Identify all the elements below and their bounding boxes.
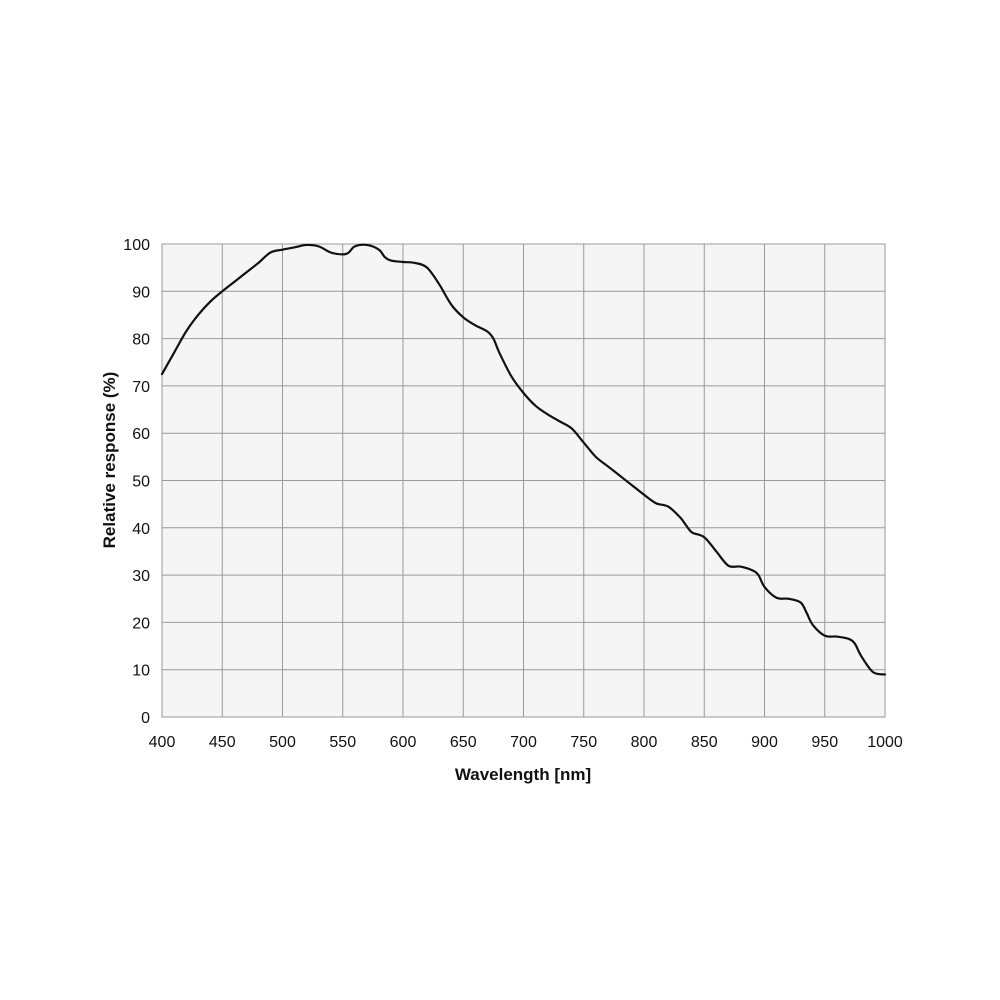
x-axis-title: Wavelength [nm]	[455, 765, 591, 784]
x-tick-label: 1000	[867, 734, 903, 751]
x-tick-label: 450	[209, 734, 236, 751]
y-tick-label: 80	[132, 332, 150, 349]
y-tick-label: 30	[132, 568, 150, 585]
y-tick-label: 90	[132, 284, 150, 301]
y-tick-label: 50	[132, 474, 150, 491]
y-tick-label: 100	[123, 237, 150, 254]
x-tick-label: 700	[510, 734, 537, 751]
y-tick-label: 60	[132, 426, 150, 443]
x-tick-label: 950	[811, 734, 838, 751]
y-tick-label: 10	[132, 663, 150, 680]
x-axis-tick-labels: 400 450 500 550 600 650 700 750 800 850 900 950 1000	[149, 734, 903, 751]
x-tick-label: 850	[691, 734, 718, 751]
y-tick-label: 20	[132, 615, 150, 632]
x-tick-label: 550	[329, 734, 356, 751]
x-tick-label: 800	[631, 734, 658, 751]
y-axis-tick-labels: 0 10 20 30 40 50 60 70 80 90 100	[123, 237, 150, 727]
x-tick-label: 650	[450, 734, 477, 751]
x-tick-label: 400	[149, 734, 176, 751]
x-tick-label: 600	[390, 734, 417, 751]
response-curve-line	[160, 243, 887, 676]
x-tick-label: 750	[570, 734, 597, 751]
y-tick-label: 70	[132, 379, 150, 396]
y-axis-title: Relative response (%)	[100, 372, 119, 549]
x-tick-label: 500	[269, 734, 296, 751]
y-tick-label: 40	[132, 521, 150, 538]
y-tick-label: 0	[141, 710, 150, 727]
x-tick-label: 900	[751, 734, 778, 751]
grid-lines	[162, 244, 885, 717]
series-group	[160, 243, 887, 676]
